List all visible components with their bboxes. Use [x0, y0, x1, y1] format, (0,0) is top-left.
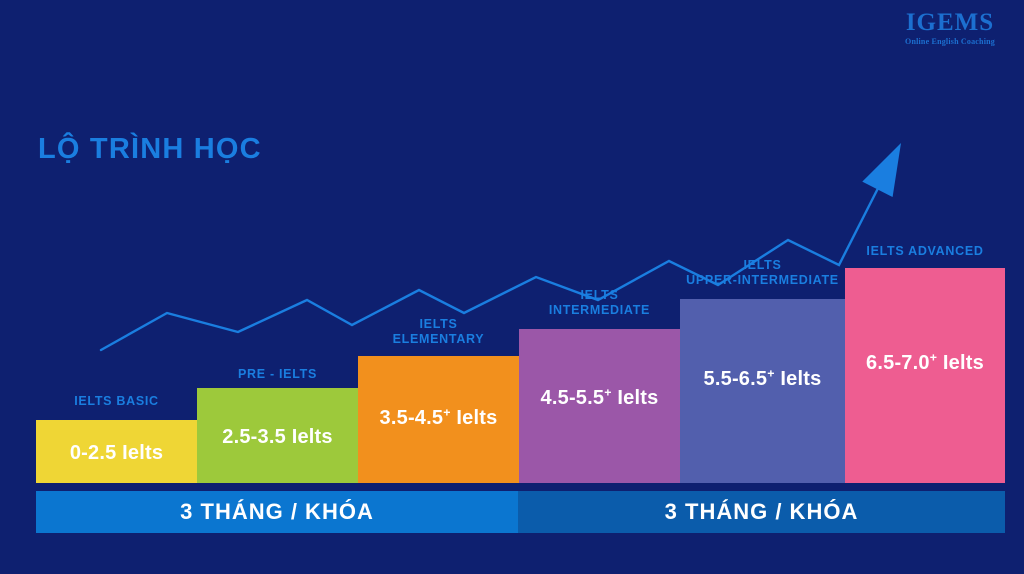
duration-bar-right[interactable]: 3 THÁNG / KHÓA — [518, 491, 1005, 533]
duration-label-left: 3 THÁNG / KHÓA — [180, 499, 374, 524]
bar-caption-line: ELEMENTARY — [392, 332, 485, 346]
bar-caption-basic: IELTS BASIC — [36, 394, 197, 409]
bar-caption-line: IELTS BASIC — [74, 394, 159, 408]
bar-caption-line: IELTS — [743, 258, 782, 272]
bar-caption-upper-intermediate: IELTS UPPER-INTERMEDIATE — [664, 258, 861, 288]
bar-value-basic: 0-2.5 Ielts — [69, 442, 164, 464]
bar-caption-elementary: IELTS ELEMENTARY — [358, 317, 519, 347]
bar-value-advanced: 6.5-7.0+ Ielts — [845, 350, 1005, 375]
bar-ielts-intermediate[interactable]: 4.5-5.5+ Ielts — [519, 329, 680, 483]
bar-caption-line: IELTS ADVANCED — [866, 244, 984, 258]
bar-caption-line: PRE - IELTS — [237, 367, 317, 381]
bar-caption-line: UPPER-INTERMEDIATE — [686, 273, 839, 287]
bar-value-plus: + — [604, 385, 612, 400]
bar-ielts-advanced[interactable]: 6.5-7.0+ Ielts — [845, 268, 1005, 483]
bar-value-range: 3.5-4.5 — [379, 407, 444, 429]
bar-caption-advanced: IELTS ADVANCED — [845, 244, 1005, 259]
brand-name: IGEMS — [905, 9, 995, 36]
brand-tagline: Online English Coaching — [905, 37, 995, 46]
bar-value-pre-ielts: 2.5-3.5 Ielts — [222, 426, 333, 448]
bar-pre-ielts[interactable]: 2.5-3.5 Ielts — [197, 388, 358, 483]
bar-value-unit: Ielts — [774, 368, 822, 390]
bar-value-unit: Ielts — [450, 407, 498, 429]
bar-caption-intermediate: IELTS INTERMEDIATE — [519, 288, 680, 318]
bar-ielts-upper-intermediate[interactable]: 5.5-6.5+ Ielts — [680, 299, 845, 483]
bar-caption-line: IELTS — [580, 288, 619, 302]
bar-value-unit: Ielts — [937, 352, 984, 374]
bar-value-range: 4.5-5.5 — [540, 387, 605, 409]
bar-ielts-elementary[interactable]: 3.5-4.5+ Ielts — [358, 356, 519, 483]
bar-value-plus: + — [929, 350, 938, 365]
bar-value-range: 6.5-7.0 — [866, 352, 930, 374]
bar-value-elementary: 3.5-4.5+ Ielts — [358, 405, 519, 430]
bar-value-range: 5.5-6.5 — [703, 368, 768, 390]
bar-value-unit: Ielts — [611, 387, 659, 409]
page-title: LỘ TRÌNH HỌC — [38, 133, 262, 165]
bar-caption-pre-ielts: PRE - IELTS — [197, 367, 358, 382]
bar-value-intermediate: 4.5-5.5+ Ielts — [519, 385, 680, 410]
bar-caption-line: IELTS — [419, 317, 458, 331]
bar-value-upper-intermediate: 5.5-6.5+ Ielts — [680, 366, 845, 391]
brand-logo: IGEMS Online English Coaching — [890, 10, 1010, 46]
bar-value-plus: + — [443, 405, 451, 420]
duration-label-right: 3 THÁNG / KHÓA — [664, 499, 859, 524]
bar-ielts-basic[interactable]: 0-2.5 Ielts — [36, 420, 197, 483]
bar-value-plus: + — [767, 366, 775, 381]
duration-bar-left[interactable]: 3 THÁNG / KHÓA — [36, 491, 518, 533]
bar-caption-line: INTERMEDIATE — [548, 303, 651, 317]
